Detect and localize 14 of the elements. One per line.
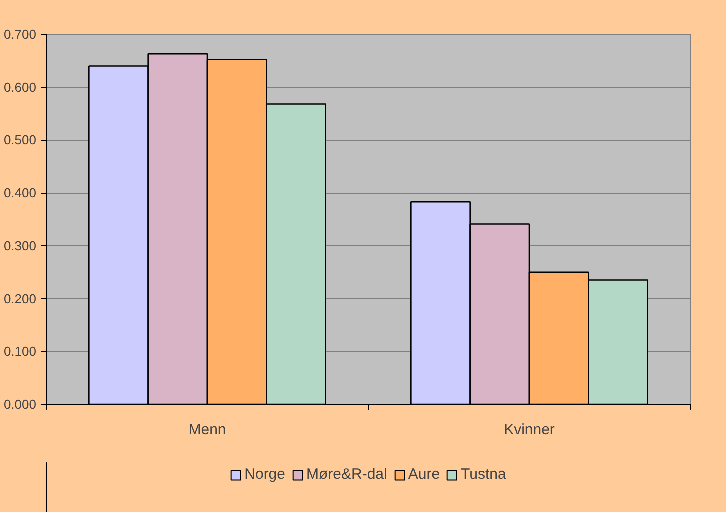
y-tick-label: 0.600 <box>4 80 37 95</box>
y-tick-label: 0.300 <box>4 238 37 254</box>
y-tick-label: 0.700 <box>4 27 37 42</box>
y-tick-label: 0.100 <box>4 344 37 360</box>
legend-label: Tustna <box>461 466 506 483</box>
y-tick-label: 0.500 <box>4 132 37 148</box>
x-tick-label: Menn <box>188 422 226 438</box>
legend-label: Aure <box>408 466 440 483</box>
legend-label: Norge <box>244 466 286 483</box>
y-tick-label: 0.400 <box>4 186 37 201</box>
legend-label: Møre&R-dal <box>306 466 388 483</box>
y-tick-label: 0.200 <box>4 291 37 306</box>
x-tick-label: Kvinner <box>504 422 555 438</box>
y-tick-label: 0.000 <box>4 397 37 412</box>
